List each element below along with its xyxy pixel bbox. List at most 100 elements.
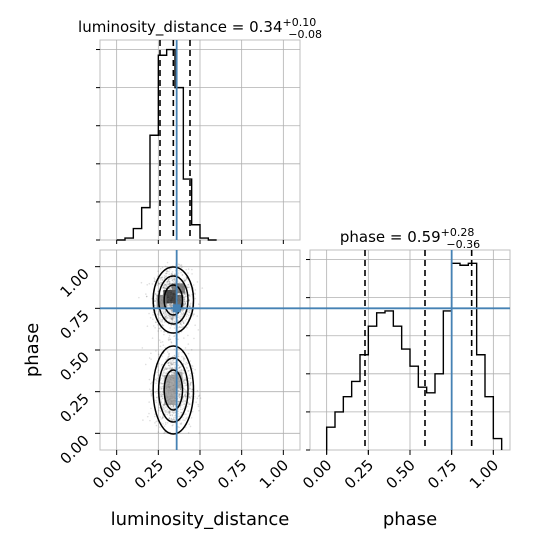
sample-point — [162, 370, 165, 372]
sample-point — [169, 368, 171, 370]
sample-point — [163, 287, 166, 289]
sample-point — [156, 293, 159, 296]
sample-point — [178, 367, 180, 369]
sample-point — [180, 326, 183, 329]
sample-point — [182, 416, 184, 419]
sample-point — [170, 324, 173, 327]
sample-point — [151, 389, 153, 392]
sample-point — [183, 372, 185, 375]
sample-point — [158, 282, 161, 285]
sample-point — [179, 388, 181, 391]
sample-point — [188, 387, 191, 389]
sample-point — [163, 312, 165, 315]
sample-point — [185, 366, 188, 369]
sample-point — [161, 391, 164, 393]
sample-point — [180, 271, 182, 274]
sample-point — [196, 389, 199, 392]
sample-point — [160, 387, 163, 390]
sample-point — [198, 409, 200, 412]
sample-point — [177, 355, 180, 357]
sample-point — [180, 411, 182, 414]
sample-point — [159, 410, 162, 412]
sample-point — [145, 295, 148, 298]
sample-point — [160, 399, 162, 401]
sample-point — [161, 395, 163, 398]
sample-point — [163, 408, 166, 410]
sample-point — [168, 353, 170, 356]
sample-point — [160, 392, 163, 395]
sample-point — [188, 396, 191, 399]
sample-point — [188, 392, 191, 395]
density-cell — [156, 295, 167, 309]
sample-point — [171, 424, 174, 427]
sample-point — [192, 314, 194, 317]
sample-point — [178, 401, 180, 404]
sample-point — [161, 323, 164, 326]
sample-point — [184, 294, 187, 296]
sample-point — [183, 403, 185, 405]
sample-point — [187, 410, 190, 412]
sample-point — [152, 318, 154, 321]
sample-point — [184, 299, 186, 301]
sample-point — [179, 388, 182, 390]
sample-point — [168, 418, 170, 420]
x-tick-label: 0.25 — [131, 456, 167, 492]
sample-point — [181, 274, 184, 276]
sample-point — [166, 312, 168, 315]
sample-point — [165, 410, 167, 412]
sample-point — [183, 382, 185, 385]
sample-point — [156, 392, 159, 394]
sample-point — [178, 415, 181, 418]
sample-point — [184, 280, 186, 283]
sample-point — [190, 375, 192, 377]
sample-point — [181, 404, 183, 406]
sample-point — [153, 280, 156, 283]
sample-point — [181, 274, 184, 276]
x-tick-label: 1.00 — [256, 456, 292, 492]
sample-point — [173, 317, 175, 320]
sample-point — [188, 294, 190, 296]
sample-point — [184, 347, 187, 349]
sample-point — [156, 396, 158, 399]
sample-point — [179, 281, 181, 284]
sample-point — [168, 320, 171, 323]
phase-title: phase = 0.59+0.28 −0.36 — [340, 226, 480, 251]
sample-point — [191, 268, 193, 271]
sample-point — [162, 397, 164, 400]
sample-point — [184, 303, 186, 306]
sample-point — [157, 431, 160, 433]
sample-point — [155, 382, 157, 384]
sample-point — [165, 283, 168, 286]
sample-point — [177, 353, 180, 356]
sample-point — [194, 368, 196, 371]
density-contour — [157, 357, 189, 423]
sample-point — [178, 395, 180, 397]
sample-point — [161, 405, 164, 408]
sample-point — [177, 316, 180, 318]
sample-point — [162, 416, 164, 419]
sample-point — [174, 367, 176, 370]
sample-point — [172, 359, 175, 361]
sample-point — [170, 309, 173, 312]
sample-point — [160, 364, 163, 366]
sample-point — [164, 265, 167, 268]
sample-point — [177, 326, 179, 329]
sample-point — [183, 278, 185, 280]
sample-point — [163, 314, 166, 316]
sample-point — [191, 410, 194, 413]
sample-point — [177, 364, 180, 367]
sample-point — [179, 391, 182, 393]
sample-point — [174, 279, 177, 282]
sample-point — [155, 321, 157, 324]
sample-point — [180, 423, 183, 425]
sample-point — [167, 338, 170, 341]
y-tick-label: 0.00 — [56, 431, 92, 467]
sample-point — [180, 317, 182, 319]
sample-point — [157, 324, 159, 326]
sample-point — [185, 268, 188, 271]
sample-point — [149, 316, 152, 319]
sample-point — [163, 284, 166, 287]
sample-point — [162, 380, 164, 382]
sample-point — [148, 357, 151, 359]
sample-point — [161, 397, 164, 400]
